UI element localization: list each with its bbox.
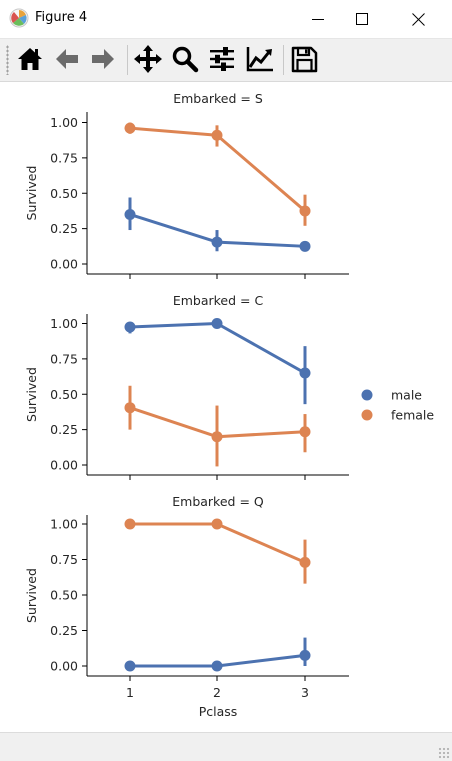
data-point-female (211, 431, 223, 443)
y-tick-label: 0.00 (50, 659, 78, 674)
data-point-male (211, 660, 223, 672)
configure-subplots-icon (210, 47, 234, 71)
edit-axis-button[interactable] (244, 43, 276, 75)
forward-button[interactable] (87, 43, 119, 75)
y-tick-label: 0.25 (50, 221, 78, 236)
panel-title: Embarked = C (173, 293, 264, 308)
y-tick-label: 0.50 (50, 387, 78, 402)
pan-button[interactable] (132, 43, 164, 75)
toolbar-separator (283, 45, 284, 75)
panel-title: Embarked = S (173, 91, 263, 106)
data-point-female (124, 402, 136, 414)
y-tick-label: 0.50 (50, 588, 78, 603)
data-point-male (124, 321, 136, 333)
window-title: Figure 4 (35, 10, 88, 25)
panel-title: Embarked = Q (172, 494, 264, 509)
data-point-female (299, 205, 311, 217)
title-bar: Figure 4 (0, 0, 452, 39)
y-tick-label: 1.00 (50, 115, 78, 130)
status-bar (0, 732, 452, 761)
y-tick-label: 0.75 (50, 351, 78, 366)
legend-label-female: female (391, 408, 434, 423)
y-tick-label: 0.00 (50, 257, 78, 272)
close-icon (411, 12, 425, 26)
back-icon (56, 49, 78, 69)
y-tick-label: 0.75 (50, 150, 78, 165)
toolbar-separator (127, 45, 128, 75)
zoom-button[interactable] (169, 43, 201, 75)
data-point-female (211, 129, 223, 141)
x-tick-label: 2 (213, 685, 221, 700)
data-point-male (211, 318, 223, 329)
pan-icon (134, 45, 162, 73)
data-point-male (124, 208, 136, 220)
series-line-female (130, 522, 306, 564)
configure-subplots-button[interactable] (206, 43, 238, 75)
data-point-male (299, 240, 311, 252)
legend-label-male: male (391, 388, 422, 403)
zoom-icon (172, 46, 199, 73)
resize-grip[interactable] (438, 747, 450, 759)
legend-marker-male (361, 389, 373, 401)
series-line-male (129, 322, 306, 375)
forward-icon (92, 49, 114, 69)
x-tick-label: 1 (126, 685, 134, 700)
home-icon (18, 48, 42, 70)
legend-marker-female (361, 409, 373, 421)
y-tick-label: 0.25 (50, 623, 78, 638)
y-tick-label: 0.25 (50, 422, 78, 437)
toolbar-grip[interactable] (6, 45, 9, 75)
data-point-female (124, 122, 136, 134)
figure-canvas[interactable]: Embarked = S 0.00 0.25 0.50 0.75 1.00 Survived… (0, 82, 452, 732)
y-tick-label: 0.75 (50, 552, 78, 567)
maximize-icon (356, 13, 368, 25)
y-axis-label: Survived (24, 166, 39, 221)
matplotlib-app-icon (9, 8, 29, 28)
y-tick-label: 1.00 (50, 517, 78, 532)
data-point-female (299, 426, 311, 438)
x-axis-label: Pclass (199, 704, 238, 719)
maximize-button[interactable] (340, 0, 384, 38)
minimize-icon (312, 19, 324, 20)
home-button[interactable] (14, 43, 46, 75)
data-point-male (299, 649, 311, 661)
data-point-male (211, 236, 223, 248)
back-button[interactable] (51, 43, 83, 75)
save-button[interactable] (288, 43, 320, 75)
data-point-female (211, 518, 223, 530)
x-tick-label: 3 (301, 685, 309, 700)
navigation-toolbar (0, 39, 452, 82)
data-point-female (124, 518, 136, 530)
y-tick-label: 1.00 (50, 316, 78, 331)
close-button[interactable] (396, 0, 440, 38)
data-point-female (299, 556, 311, 568)
data-point-male (299, 367, 311, 379)
y-axis-label: Survived (24, 568, 39, 623)
y-axis-label: Survived (24, 367, 39, 422)
y-tick-label: 0.50 (50, 186, 78, 201)
minimize-button[interactable] (296, 0, 340, 38)
y-tick-label: 0.00 (50, 458, 78, 473)
point-plot-figure: Embarked = S 0.00 0.25 0.50 0.75 1.00 Survived… (24, 91, 434, 719)
edit-axis-icon (246, 47, 273, 72)
data-point-male (124, 660, 136, 672)
save-icon (291, 46, 318, 73)
